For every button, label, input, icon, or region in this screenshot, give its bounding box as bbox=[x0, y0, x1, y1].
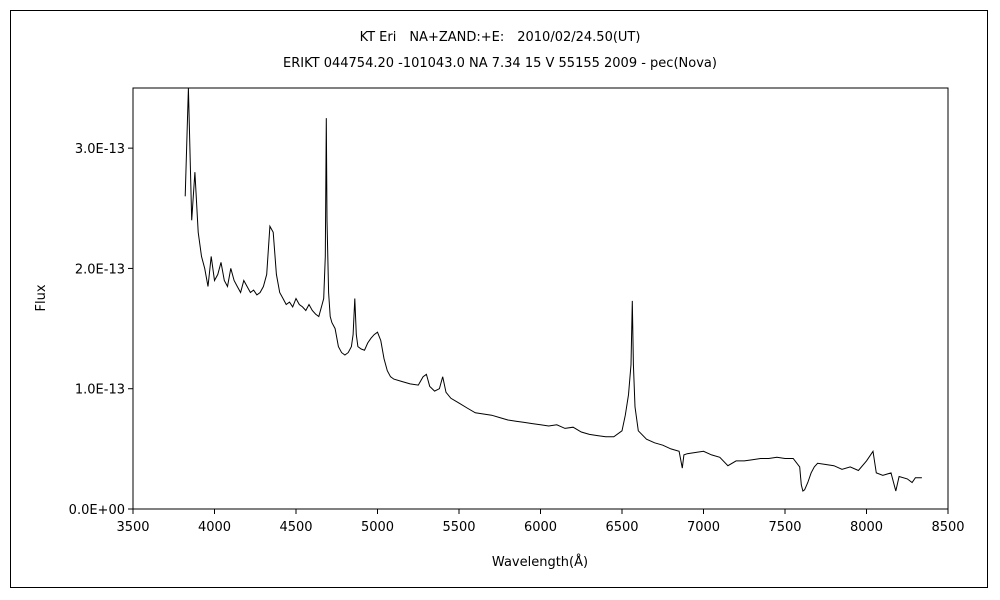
y-tick-label: 1.0E-13 bbox=[75, 383, 125, 398]
chart-subtitle: ERIKT 044754.20 -101043.0 NA 7.34 15 V 5… bbox=[283, 56, 717, 71]
x-tick-label: 4500 bbox=[279, 520, 312, 535]
y-axis: 0.0E+00 1.0E-13 2.0E-13 3.0E-13 bbox=[69, 142, 133, 518]
spectrum-series-line bbox=[184, 87, 922, 492]
plot-area bbox=[132, 87, 949, 510]
x-tick-label: 3500 bbox=[116, 520, 149, 535]
x-tick-label: 6000 bbox=[524, 520, 557, 535]
chart-title: KT Eri NA+ZAND:+E: 2010/02/24.50(UT) bbox=[360, 30, 641, 45]
x-tick-label: 7500 bbox=[768, 520, 801, 535]
x-tick-label: 5500 bbox=[442, 520, 475, 535]
y-axis-label: Flux bbox=[34, 284, 49, 311]
x-axis: 3500 4000 4500 5000 5500 6000 6500 7000 7500 8000… bbox=[116, 509, 965, 535]
x-tick-label: 4000 bbox=[198, 520, 231, 535]
x-tick-label: 6500 bbox=[605, 520, 638, 535]
x-axis-label: Wavelength(Å) bbox=[492, 554, 588, 570]
y-tick-label: 3.0E-13 bbox=[75, 142, 125, 157]
x-tick-label: 5000 bbox=[361, 520, 394, 535]
y-tick-label: 2.0E-13 bbox=[75, 262, 125, 277]
chart-frame bbox=[10, 10, 988, 588]
x-tick-label: 7000 bbox=[687, 520, 720, 535]
x-tick-label: 8500 bbox=[931, 520, 964, 535]
y-tick-label: 0.0E+00 bbox=[69, 503, 125, 518]
x-tick-label: 8000 bbox=[850, 520, 883, 535]
